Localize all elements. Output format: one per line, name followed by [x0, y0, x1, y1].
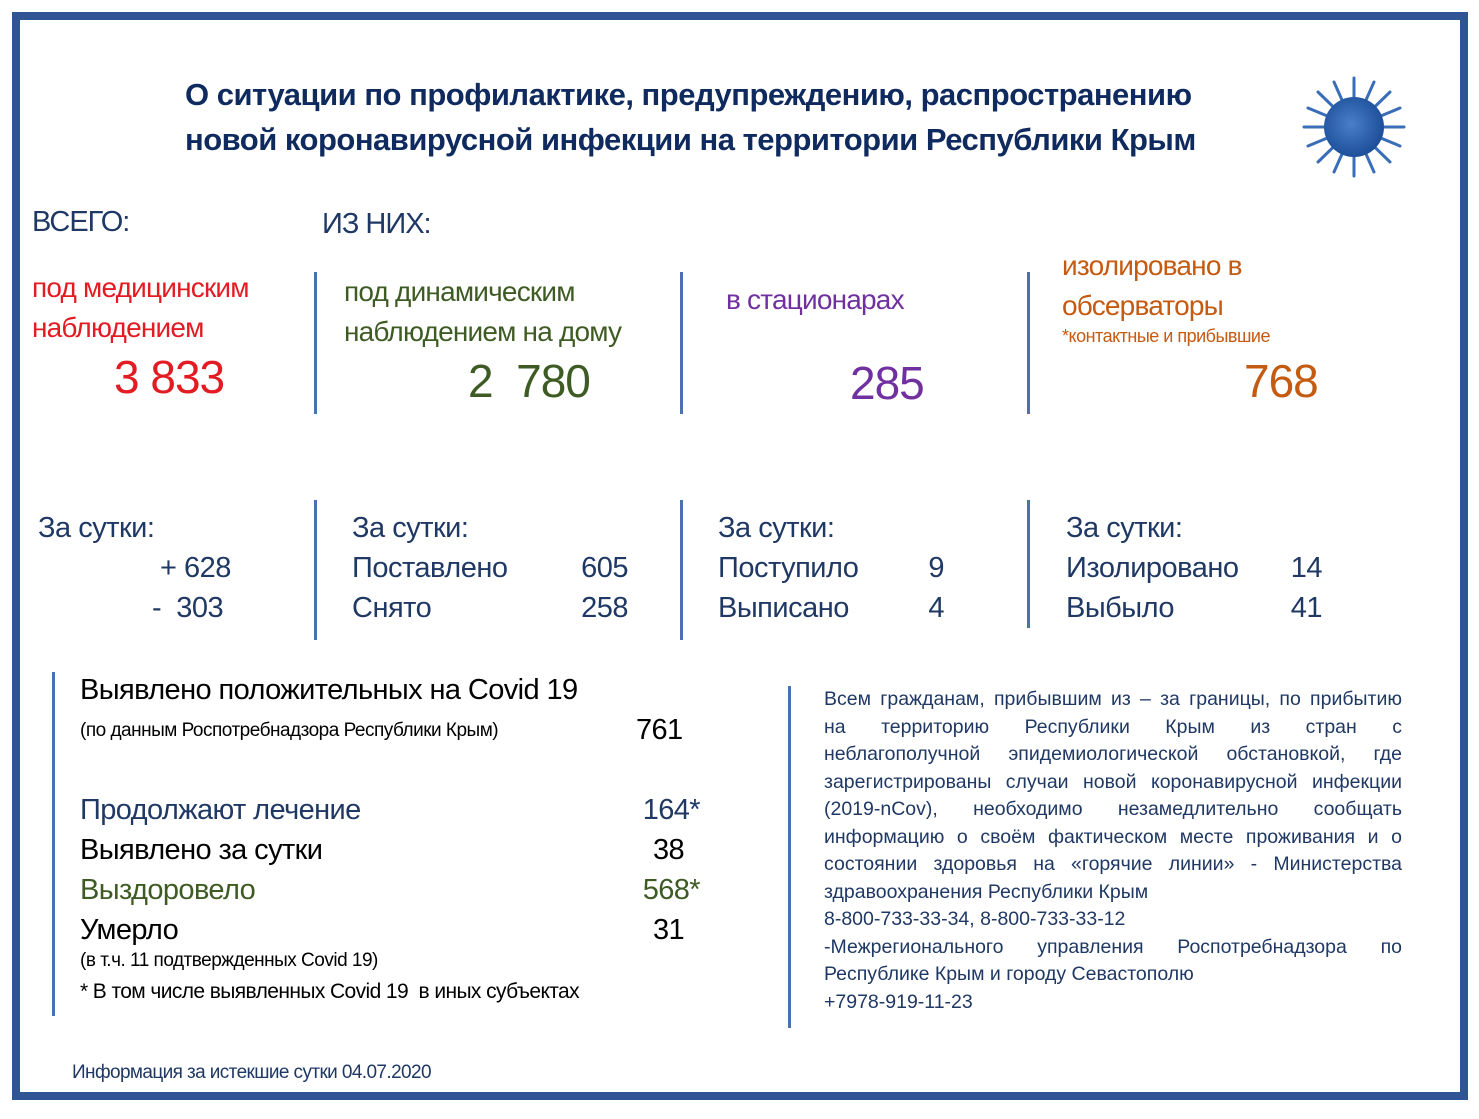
label-line: изолировано в: [1062, 250, 1242, 281]
hotline-rospotrebnadzor: +7978-919-11-23: [824, 990, 973, 1013]
notice-line: -Межрегионального управления Роспотребна…: [824, 935, 1402, 958]
frame: [12, 12, 1468, 1100]
notice-line: здравоохранения Республики Крым: [824, 880, 1149, 903]
hospital-label: в стационарах: [726, 284, 905, 315]
divider: [788, 686, 791, 1028]
daily-title: За сутки:: [1066, 512, 1183, 544]
row-name: Выписано: [718, 592, 849, 624]
label-line: под медицинским: [32, 272, 250, 303]
hospital-value: 285: [850, 357, 925, 409]
daily-hospital: За сутки: Поступило 9 Выписано 4: [718, 508, 944, 628]
covid-rows: Продолжают лечение 164* Выявлено за сутки…: [80, 790, 701, 950]
row-value: 164*: [642, 794, 701, 826]
title-line-1: О ситуации по профилактике, предупрежден…: [185, 77, 1192, 112]
divider: [314, 500, 317, 640]
divider: [680, 272, 683, 414]
daily-home: За сутки: Поставлено 605 Снято 258: [352, 508, 628, 628]
row-value: 4: [928, 592, 944, 624]
row-value: 41: [1290, 592, 1323, 624]
daily-added: + 628: [160, 552, 231, 584]
daily-title: За сутки:: [718, 512, 835, 544]
daily-title: За сутки:: [38, 512, 155, 544]
notice-line: информацию о своём фактическом месте про…: [824, 825, 1402, 848]
page-title: О ситуации по профилактике, предупрежден…: [185, 72, 1196, 162]
row-name: Поставлено: [352, 552, 508, 584]
notice-line: неблагополучной эпидемиологической обста…: [824, 743, 1402, 765]
row-value: 605: [581, 552, 628, 584]
notice-line: на территорию Республики Крым из стран с: [824, 715, 1402, 738]
notice-line: зарегистрированы случаи новой коронавиру…: [824, 770, 1402, 793]
row-name: Поступило: [718, 552, 859, 584]
row-value: 9: [928, 552, 944, 584]
title-line-2: новой коронавирусной инфекции на террито…: [185, 122, 1196, 157]
notice-line: состоянии здоровья на «горячие линии» - …: [824, 853, 1402, 875]
daily-medical: За сутки: + 628 - 303: [38, 508, 231, 628]
row-name: Выбыло: [1066, 592, 1175, 624]
medical-observation-value: 3 833: [114, 351, 225, 403]
died-note: (в т.ч. 11 подтвержденных Covid 19): [80, 950, 378, 971]
divider: [314, 272, 317, 414]
notice-line: (2019-nCov), необходимо незамедлительно …: [824, 798, 1402, 820]
label-line: наблюдением на дому: [344, 316, 622, 347]
label-line: под динамическим: [344, 276, 575, 307]
daily-removed: - 303: [152, 592, 224, 624]
covid-total: 761: [636, 714, 683, 746]
row-name: Снято: [352, 592, 432, 624]
footer-date: Информация за истекшие сутки 04.07.2020: [72, 1062, 432, 1083]
row-value: 14: [1290, 552, 1323, 584]
hotline-ministry: 8-800-733-33-34, 8-800-733-33-12: [824, 908, 1126, 930]
row-value: 31: [652, 914, 685, 946]
coronavirus-icon: [1302, 76, 1406, 178]
footnote: * В том числе выявленных Covid 19 в иных…: [80, 980, 580, 1003]
covid-title: Выявлено положительных на Covid 19: [80, 674, 578, 706]
label-line: наблюдением: [32, 312, 204, 343]
row-value: 568*: [642, 874, 701, 906]
row-name: Умерло: [80, 914, 179, 946]
observatory-value: 768: [1244, 355, 1319, 407]
row-value: 38: [652, 834, 685, 866]
notice-line: Всем гражданам, прибывшим из – за границ…: [824, 688, 1402, 710]
row-value: 258: [581, 592, 628, 624]
of-them-label: ИЗ НИХ:: [322, 208, 432, 240]
observatory-label: изолировано в обсерваторы: [1062, 246, 1242, 326]
divider: [1027, 500, 1030, 628]
row-name: Продолжают лечение: [80, 794, 361, 826]
row-name: Изолировано: [1066, 552, 1239, 584]
divider: [680, 500, 683, 640]
home-observation-label: под динамическим наблюдением на дому: [344, 272, 622, 352]
row-name: Выявлено за сутки: [80, 834, 323, 866]
divider: [52, 672, 55, 1016]
row-name: Выздоровело: [80, 874, 256, 906]
observatory-sublabel: *контактные и прибывшие: [1062, 326, 1270, 346]
daily-observatory: За сутки: Изолировано 14 Выбыло 41: [1066, 508, 1323, 628]
label-line: обсерваторы: [1062, 290, 1224, 321]
covid-source: (по данным Роспотребнадзора Республики К…: [80, 720, 499, 741]
total-label: ВСЕГО:: [32, 206, 130, 238]
notice-line: Республике Крым и городу Севастополю: [824, 963, 1194, 985]
divider: [1027, 272, 1030, 414]
notice-text: Всем гражданам, прибывшим из – за границ…: [824, 686, 1402, 1016]
home-observation-value: 2 780: [468, 355, 591, 407]
medical-observation-label: под медицинским наблюдением: [32, 268, 250, 348]
daily-title: За сутки:: [352, 512, 469, 544]
